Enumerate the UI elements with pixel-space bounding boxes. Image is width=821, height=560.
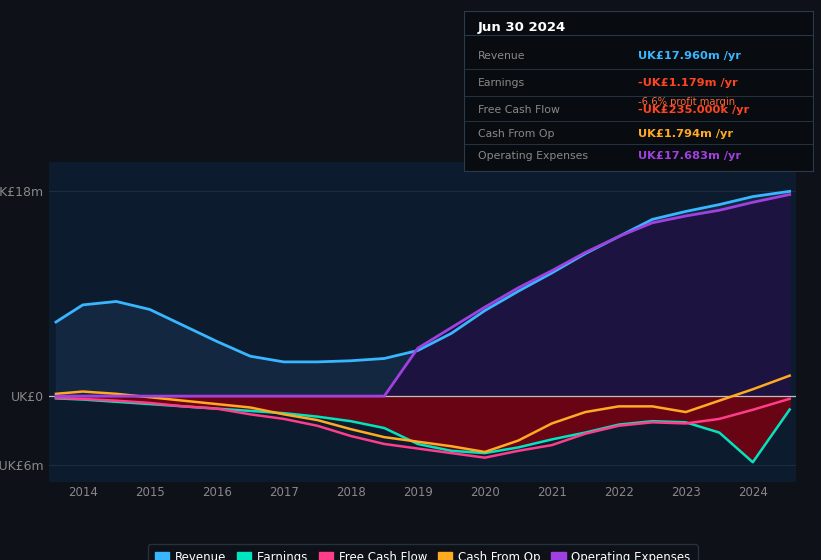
Text: Free Cash Flow: Free Cash Flow xyxy=(478,105,560,115)
Text: UK£17.960m /yr: UK£17.960m /yr xyxy=(639,51,741,61)
Text: Earnings: Earnings xyxy=(478,78,525,88)
Text: Operating Expenses: Operating Expenses xyxy=(478,151,588,161)
Text: Jun 30 2024: Jun 30 2024 xyxy=(478,21,566,34)
Text: UK£1.794m /yr: UK£1.794m /yr xyxy=(639,129,733,139)
Text: -6.6% profit margin: -6.6% profit margin xyxy=(639,97,736,107)
Text: Revenue: Revenue xyxy=(478,51,525,61)
Text: -UK£1.179m /yr: -UK£1.179m /yr xyxy=(639,78,738,88)
Legend: Revenue, Earnings, Free Cash Flow, Cash From Op, Operating Expenses: Revenue, Earnings, Free Cash Flow, Cash … xyxy=(148,544,698,560)
Text: UK£17.683m /yr: UK£17.683m /yr xyxy=(639,151,741,161)
Text: -UK£235.000k /yr: -UK£235.000k /yr xyxy=(639,105,750,115)
Text: Cash From Op: Cash From Op xyxy=(478,129,554,139)
